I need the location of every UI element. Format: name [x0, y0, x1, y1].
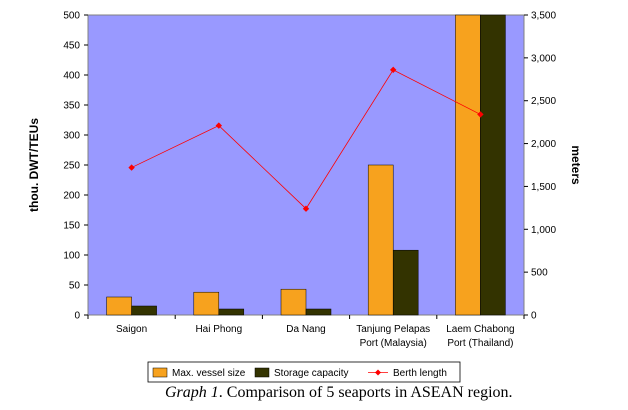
x-category-label: Laem Chabong: [446, 324, 514, 335]
y-tick-label: 400: [63, 71, 80, 82]
y-tick-label: 100: [63, 251, 80, 262]
caption-label: Graph 1: [165, 384, 219, 401]
caption-text: . Comparison of 5 seaports in ASEAN regi…: [218, 384, 513, 401]
x-category-label: Saigon: [116, 324, 147, 335]
bar-storage-capacity-1: [218, 308, 245, 316]
y2-tick-label: 1,000: [531, 225, 556, 236]
berth-length-point-2: [302, 205, 310, 212]
x-category-label: Tanjung Pelapas: [356, 324, 430, 335]
y2-tick-label: 2,000: [531, 139, 556, 150]
berth-length-point-3: [390, 66, 397, 74]
y2-tick-label: 3,000: [531, 53, 556, 64]
bar-max-vessel-size-0: [106, 296, 132, 316]
bar-storage-capacity-2: [305, 308, 332, 316]
y2-tick-label: 3,500: [531, 11, 556, 22]
bar-storage-capacity-0: [131, 305, 157, 316]
bar-storage-capacity-3: [392, 249, 419, 316]
y-axis-left: 0 50 100 150 200 250 300 350 400 450 500: [63, 11, 88, 322]
x-category-label: Port (Malaysia): [360, 338, 427, 349]
berth-length-point-1: [215, 122, 222, 129]
y-tick-label: 250: [63, 161, 80, 172]
y2-tick-label: 500: [531, 268, 548, 279]
y-tick-label: 450: [63, 41, 80, 52]
bar-max-vessel-size-3: [367, 164, 394, 316]
legend-box: [147, 361, 461, 383]
berth-line-series: [128, 66, 484, 212]
bar-storage-capacity-4: [480, 14, 506, 316]
legend-label: Storage capacity: [274, 368, 349, 379]
legend-label: Berth length: [393, 368, 447, 379]
y-tick-label: 150: [63, 221, 80, 232]
legend: Max. vessel size Storage capacity Berth le…: [147, 361, 461, 383]
bar-max-vessel-size-1: [193, 291, 220, 316]
plot-area: [87, 14, 525, 316]
y-tick-label: 200: [63, 191, 80, 202]
y-tick-label: 350: [63, 101, 80, 112]
y2-axis-title: meters: [569, 145, 583, 185]
bar-max-vessel-size-4: [455, 14, 481, 316]
x-category-label: Port (Thailand): [447, 338, 513, 349]
berth-length-point-4: [477, 111, 484, 118]
berth-length-point-0: [128, 164, 135, 171]
y2-tick-label: 0: [531, 311, 537, 322]
y-tick-label: 500: [63, 11, 80, 22]
y2-tick-label: 1,500: [531, 182, 556, 193]
x-category-label: Hai Phong: [195, 324, 242, 335]
caption: Graph 1. Comparison of 5 seaports in ASE…: [165, 384, 513, 402]
legend-label: Max. vessel size: [172, 368, 246, 379]
y-tick-label: 300: [63, 131, 80, 142]
y-tick-label: 0: [74, 311, 80, 322]
y2-tick-label: 2,500: [531, 96, 556, 107]
chart: 0 50 100 150 200 250 300 350 400 450 500 0 500 1,000…: [27, 11, 583, 383]
y-axis-title: thou. DWT/TEUs: [27, 118, 41, 212]
legend-swatch: [375, 369, 381, 376]
x-axis: Saigon Hai Phong Da Nang Tanjung Pelapas Por…: [87, 315, 525, 349]
legend-swatch: [254, 367, 270, 378]
y-axis-right: 0 500 1,000 1,500 2,000 2,500 3,000 3,500: [524, 11, 556, 322]
bars: [106, 14, 506, 316]
x-category-label: Da Nang: [286, 324, 325, 335]
legend-swatch: [152, 367, 168, 378]
y-tick-label: 50: [69, 281, 81, 292]
bar-max-vessel-size-2: [280, 288, 307, 316]
